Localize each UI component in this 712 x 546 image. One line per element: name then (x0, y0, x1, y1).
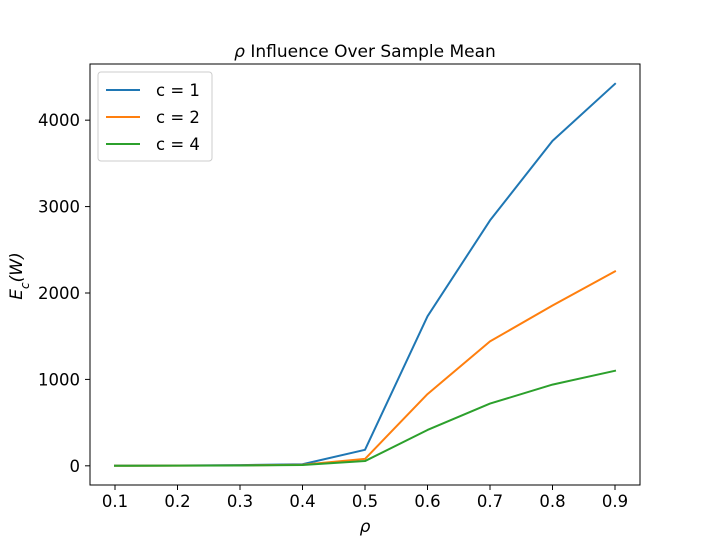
y-tick-label: 3000 (38, 198, 80, 217)
x-tick-label: 0.4 (289, 492, 315, 511)
plot-lines (113, 82, 617, 467)
x-tick-label: 0.6 (414, 492, 440, 511)
y-tick-label: 1000 (38, 370, 80, 389)
x-tick-label: 0.2 (164, 492, 190, 511)
x-tick-label: 0.1 (102, 492, 128, 511)
x-tick-label: 0.9 (602, 492, 628, 511)
x-tick-label: 0.7 (477, 492, 503, 511)
legend-label-series-3: c = 4 (156, 135, 200, 154)
x-axis-title: ρ (360, 517, 371, 537)
x-tick-label: 0.8 (539, 492, 565, 511)
legend-label-series-1: c = 1 (156, 81, 200, 100)
legend: c = 1 c = 2 c = 4 (97, 71, 213, 162)
legend-box (97, 71, 213, 162)
y-tick-label: 2000 (38, 284, 80, 303)
y-tick-label: 0 (70, 457, 81, 476)
y-tick-label: 4000 (38, 111, 80, 130)
legend-label-series-2: c = 2 (156, 108, 200, 127)
y-axis-title: Ec(W) (7, 252, 32, 299)
x-tick-label: 0.5 (352, 492, 378, 511)
chart-title: ρ Influence Over Sample Mean (234, 42, 496, 62)
y-axis-ticks: 0 1000 2000 3000 4000 (38, 111, 90, 476)
plot-frame (89, 63, 641, 486)
x-axis-ticks: 0.1 0.2 0.3 0.4 0.5 0.6 0.7 0.8 0.9 (102, 485, 628, 511)
x-tick-label: 0.3 (227, 492, 253, 511)
series-line-3 (113, 369, 617, 467)
